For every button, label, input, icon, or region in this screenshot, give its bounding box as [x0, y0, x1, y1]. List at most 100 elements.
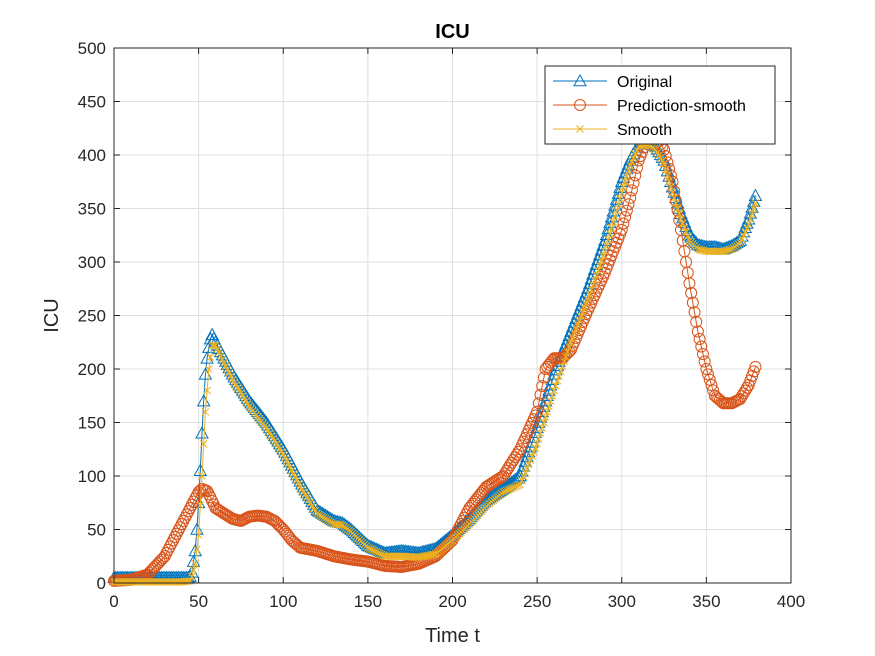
data-point — [682, 228, 690, 236]
data-point — [565, 343, 574, 351]
data-point — [663, 171, 672, 179]
data-point — [746, 215, 755, 224]
data-point — [313, 505, 328, 518]
data-point — [611, 212, 619, 220]
data-point — [749, 360, 762, 373]
data-point — [523, 464, 531, 473]
data-point — [691, 325, 704, 338]
data-point — [619, 183, 628, 191]
data-point — [615, 223, 628, 236]
data-point — [514, 481, 523, 490]
data-point — [170, 527, 183, 540]
data-point — [619, 211, 632, 224]
data-point — [538, 423, 547, 432]
data-point — [543, 407, 552, 416]
data-point — [570, 329, 579, 338]
legend-label: Original — [617, 74, 672, 91]
data-point — [600, 247, 609, 256]
data-point — [195, 426, 209, 439]
y-tick-label: 0 — [97, 574, 106, 593]
data-point — [575, 316, 584, 325]
legend-item: Prediction-smooth — [553, 98, 746, 115]
data-point — [519, 472, 528, 481]
data-point — [622, 172, 631, 181]
data-point — [531, 405, 544, 418]
data-point — [520, 449, 534, 463]
data-point — [661, 165, 670, 174]
data-point — [670, 193, 679, 202]
data-point — [158, 550, 171, 563]
data-point — [597, 257, 606, 265]
data-point — [621, 177, 629, 186]
data-point — [585, 290, 594, 299]
data-point — [188, 572, 196, 581]
data-point — [680, 223, 689, 232]
x-tick-label: 350 — [692, 592, 720, 611]
data-point — [550, 386, 558, 395]
data-point — [531, 444, 540, 452]
data-point — [573, 321, 582, 329]
data-point — [668, 188, 677, 197]
legend-marker — [574, 99, 586, 111]
data-point — [322, 510, 336, 524]
data-point — [529, 448, 538, 456]
series-prediction-smooth — [108, 129, 762, 587]
data-point — [677, 215, 685, 224]
data-point — [624, 191, 637, 204]
data-point — [751, 199, 760, 208]
data-point — [688, 306, 701, 319]
data-point — [168, 530, 181, 543]
data-point — [456, 514, 469, 527]
legend-label: Prediction-smooth — [617, 98, 746, 115]
y-tick-label: 150 — [78, 414, 106, 433]
data-point — [620, 204, 633, 217]
data-point — [315, 506, 330, 519]
legend-item: Smooth — [553, 122, 672, 139]
data-point — [629, 169, 642, 182]
data-point — [607, 223, 616, 232]
data-point — [536, 380, 549, 393]
data-point — [174, 521, 187, 534]
data-point — [675, 209, 684, 218]
data-point — [189, 566, 198, 575]
series-smooth — [110, 140, 760, 586]
data-point — [191, 559, 200, 568]
data-point — [534, 388, 547, 401]
y-tick-label: 50 — [87, 521, 106, 540]
x-tick-label: 400 — [777, 592, 805, 611]
data-point — [672, 199, 680, 208]
data-point — [187, 495, 200, 508]
data-point — [562, 352, 570, 361]
data-point — [318, 508, 333, 521]
data-point — [194, 530, 203, 539]
data-point — [685, 287, 698, 300]
data-point — [175, 518, 188, 531]
data-point — [546, 397, 555, 405]
data-point — [582, 299, 591, 308]
series-original — [107, 135, 763, 583]
x-tick-label: 50 — [189, 592, 208, 611]
data-point — [705, 379, 718, 392]
chart-title: ICU — [435, 21, 469, 43]
data-point — [693, 333, 706, 346]
legend-marker — [573, 73, 587, 87]
data-point — [560, 357, 569, 366]
plot-area — [107, 129, 763, 587]
data-point — [177, 514, 190, 527]
data-point — [629, 154, 638, 162]
data-point — [556, 367, 565, 375]
data-point — [186, 554, 201, 567]
x-tick-label: 200 — [438, 592, 466, 611]
data-point — [599, 252, 607, 260]
data-point — [698, 355, 711, 368]
data-point — [628, 157, 636, 166]
data-point — [558, 362, 567, 371]
data-point — [627, 176, 640, 189]
y-tick-label: 300 — [78, 253, 106, 272]
data-point — [516, 480, 525, 489]
data-point — [528, 452, 536, 460]
data-point — [563, 348, 572, 356]
data-point — [190, 522, 204, 535]
y-tick-label: 200 — [78, 360, 106, 379]
